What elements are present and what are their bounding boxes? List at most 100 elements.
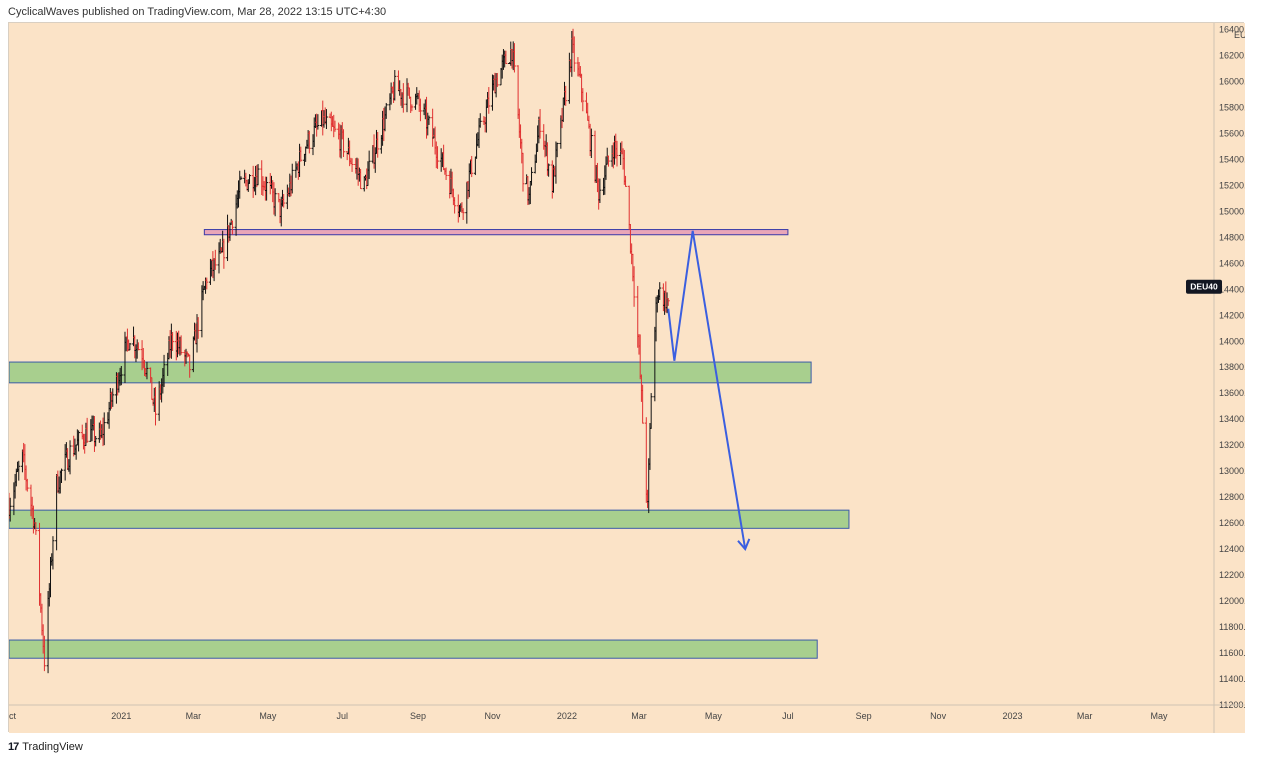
ohlc-bar	[248, 174, 252, 184]
x-tick-label: May	[705, 711, 723, 721]
ohlc-bar	[9, 497, 12, 522]
ohlc-bar	[649, 393, 653, 429]
ohlc-bar	[461, 208, 465, 220]
ohlc-bar	[42, 635, 46, 672]
ohlc-bar	[359, 168, 363, 190]
ohlc-bar	[410, 104, 414, 112]
y-tick-label: 13000.00	[1219, 466, 1245, 476]
ohlc-bar	[171, 331, 175, 351]
x-tick-label: May	[259, 711, 277, 721]
ohlc-bar	[77, 430, 81, 452]
y-tick-label: 12800.00	[1219, 492, 1245, 502]
symbol-tag[interactable]: DEU40	[1186, 279, 1222, 294]
y-tick-label: 11800.00	[1219, 622, 1245, 632]
ohlc-bar	[564, 85, 568, 106]
ohlc-bar	[136, 342, 140, 351]
ohlc-bar	[453, 197, 457, 214]
ohlc-bar	[102, 412, 106, 446]
ohlc-bar	[316, 114, 320, 130]
y-tick-label: 14200.00	[1219, 310, 1245, 320]
ohlc-bar	[145, 361, 149, 380]
tradingview-logo-icon[interactable]: 17	[8, 741, 19, 753]
ohlc-bar	[34, 522, 38, 535]
y-tick-label: 15600.00	[1219, 128, 1245, 138]
y-tick-label: 15200.00	[1219, 180, 1245, 190]
ohlc-bar	[555, 142, 559, 158]
y-tick-label: 12200.00	[1219, 570, 1245, 580]
bars-layer	[9, 28, 670, 674]
ohlc-bar	[290, 163, 294, 194]
y-tick-label: 14800.00	[1219, 232, 1245, 242]
ohlc-bar	[213, 249, 217, 270]
support-zone-lower[interactable]	[9, 639, 818, 659]
x-axis: Oct 2021 Mar May Jul Sep Nov 2022 Mar May Jul Sep No…	[9, 704, 1245, 721]
x-tick-label: Oct	[9, 711, 16, 721]
ohlc-bar	[589, 128, 593, 158]
support-zone-middle[interactable]	[9, 509, 850, 529]
ohlc-bar	[230, 220, 234, 235]
y-tick-label: 14600.00	[1219, 258, 1245, 268]
ohlc-bar	[393, 70, 397, 101]
ohlc-bar	[68, 440, 72, 475]
ohlc-bar	[333, 120, 337, 132]
y-tick-label: 15000.00	[1219, 206, 1245, 216]
ohlc-bar	[581, 88, 585, 112]
chart-area[interactable]: 11200.0011400.0011600.0011800.0012000.00…	[8, 22, 1245, 733]
x-tick-label: Mar	[631, 711, 647, 721]
symbol-tag-background	[1186, 279, 1222, 294]
ohlc-bar	[128, 342, 132, 351]
y-tick-label: 13600.00	[1219, 388, 1245, 398]
ohlc-bar	[418, 98, 422, 122]
ohlc-bar	[17, 460, 21, 481]
ohlc-bar	[624, 175, 628, 187]
x-tick-label: Nov	[930, 711, 947, 721]
price-chart[interactable]: 11200.0011400.0011600.0011800.0012000.00…	[9, 23, 1245, 733]
ohlc-bar	[85, 417, 89, 443]
x-tick-label: Nov	[484, 711, 501, 721]
ohlc-bar	[205, 277, 209, 290]
y-tick-label: 16400.00	[1219, 24, 1245, 34]
ohlc-bar	[512, 43, 516, 73]
ohlc-bar	[94, 435, 98, 447]
ohlc-bar	[188, 354, 192, 378]
ohlc-bar	[299, 146, 303, 162]
projection-path[interactable]	[667, 230, 747, 550]
y-tick-label: 12000.00	[1219, 596, 1245, 606]
x-tick-label: 2021	[111, 711, 131, 721]
ohlc-bar	[51, 536, 55, 570]
ohlc-bar	[478, 113, 482, 128]
x-tick-label: 2023	[1003, 711, 1023, 721]
y-tick-label: 15400.00	[1219, 154, 1245, 164]
ohlc-bar	[615, 140, 619, 167]
ohlc-bar	[111, 388, 115, 407]
ohlc-bar	[196, 317, 200, 339]
y-tick-label: 11400.00	[1219, 674, 1245, 684]
y-tick-label: 12400.00	[1219, 544, 1245, 554]
x-tick-label: Sep	[410, 711, 426, 721]
y-tick-label: 11600.00	[1219, 648, 1245, 658]
ohlc-bar	[154, 386, 158, 426]
x-tick-label: Mar	[1077, 711, 1093, 721]
y-tick-label: 13800.00	[1219, 362, 1245, 372]
x-tick-label: 2022	[557, 711, 577, 721]
currency-label: EUR	[1234, 30, 1245, 40]
ohlc-bar	[521, 152, 525, 192]
ohlc-bar	[641, 384, 645, 424]
support-zone-upper[interactable]	[9, 361, 812, 384]
y-tick-label: 12600.00	[1219, 518, 1245, 528]
ohlc-bar	[256, 164, 260, 186]
ohlc-bar	[606, 155, 610, 167]
ohlc-bar	[547, 163, 551, 177]
y-tick-label: 14400.00	[1219, 284, 1245, 294]
ohlc-bar	[324, 109, 328, 130]
ohlc-bar	[25, 478, 29, 492]
publisher-line: CyclicalWaves published on TradingView.c…	[8, 6, 387, 18]
resistance-line[interactable]	[203, 229, 789, 236]
ohlc-bar	[376, 131, 380, 158]
tradingview-brand[interactable]: TradingView	[22, 741, 83, 753]
y-tick-label: 13200.00	[1219, 440, 1245, 450]
symbol-tag-label: DEU40	[1190, 282, 1218, 292]
ohlc-bar	[273, 188, 277, 217]
ohlc-bar	[342, 129, 346, 157]
y-tick-label: 15800.00	[1219, 102, 1245, 112]
